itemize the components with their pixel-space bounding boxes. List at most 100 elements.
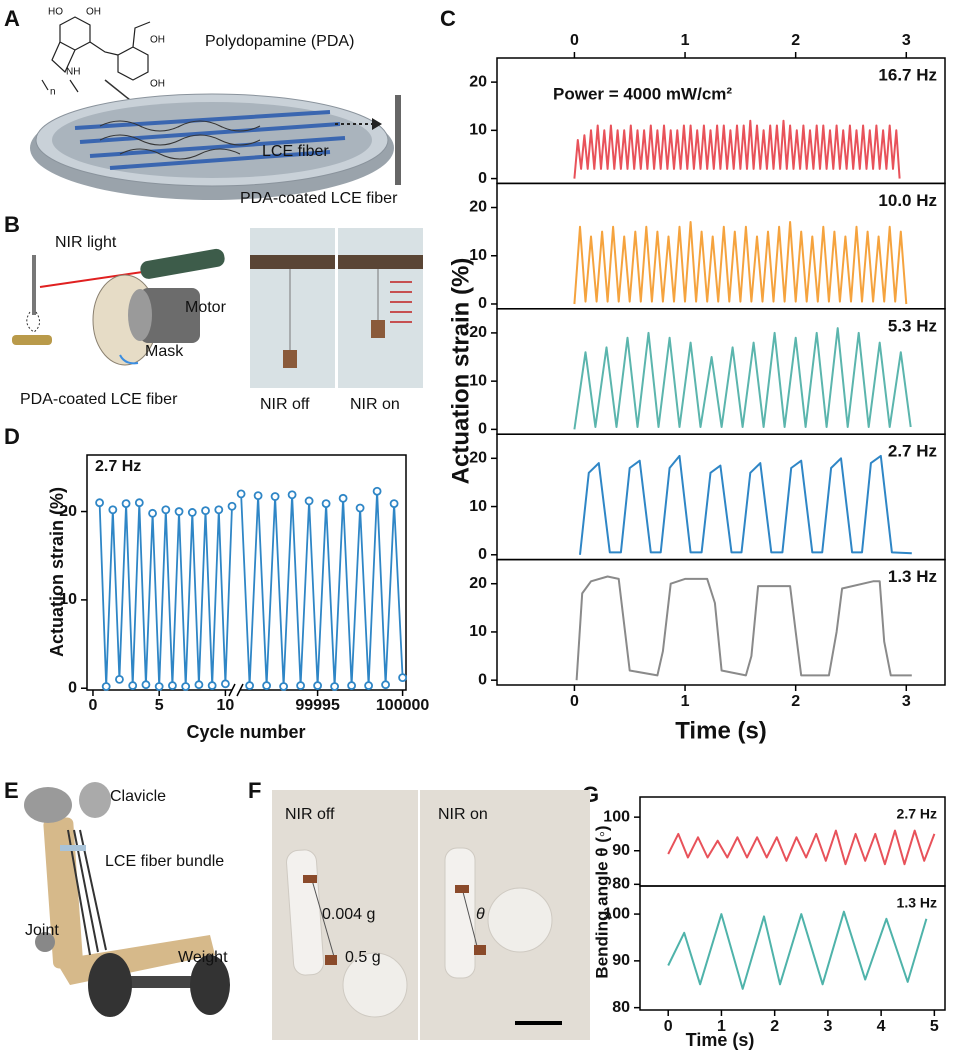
plot-frame (497, 434, 945, 559)
illustration-a: HO OH NH n OH OH Polydopamine (PDA) LCE … (30, 7, 401, 208)
illustration-label: NIR off (285, 806, 335, 823)
panel-label: A (4, 6, 20, 31)
data-point (246, 682, 253, 689)
illustration-label: θ (476, 906, 485, 923)
series-line (574, 222, 906, 304)
series-line (574, 328, 910, 429)
axis-break-gap (232, 684, 240, 696)
data-point (306, 497, 313, 504)
x-tick-label: 1 (681, 693, 690, 710)
x-tick-label: 4 (877, 1018, 886, 1035)
series-label: 5.3 Hz (888, 316, 937, 335)
data-point (182, 683, 189, 690)
top-x-tick-label: 2 (791, 32, 800, 49)
x-axis-label: Time (s) (675, 717, 767, 744)
data-point (149, 510, 156, 517)
panel-label: B (4, 212, 20, 237)
data-point (109, 506, 116, 513)
y-tick-label: 80 (612, 999, 630, 1016)
y-tick-label: 0 (478, 170, 487, 187)
y-tick-label: 0 (478, 295, 487, 312)
data-point (96, 499, 103, 506)
illustration-label: PDA-coated LCE fiber (240, 190, 398, 207)
data-point (348, 682, 355, 689)
series-line (668, 912, 926, 989)
illustration-label: LCE fiber bundle (105, 853, 224, 870)
data-point (176, 508, 183, 515)
data-point (314, 682, 321, 689)
series-label: 10.0 Hz (878, 191, 937, 210)
panel-label: F (248, 778, 261, 803)
illustration-label: Clavicle (110, 788, 166, 805)
y-tick-label: 0 (478, 546, 487, 563)
illustration-label: NIR off (260, 396, 310, 413)
top-x-tick-label: 3 (902, 32, 911, 49)
x-tick-label: 3 (823, 1018, 832, 1035)
series-label: 16.7 Hz (878, 65, 937, 84)
illustration-label: PDA-coated LCE fiber (20, 391, 178, 408)
x-tick-label: 0 (89, 697, 98, 714)
data-point (238, 490, 245, 497)
y-tick-label: 90 (612, 952, 630, 969)
illustration-label: Joint (25, 922, 59, 939)
illustration-label: NIR light (55, 234, 117, 251)
x-axis-label: Time (s) (686, 1030, 755, 1050)
figure: A B C D E F G HO OH NH n OH OH Polydopam… (0, 0, 961, 1050)
data-point (103, 683, 110, 690)
x-tick-label: 99995 (295, 697, 340, 714)
illustration-label: NIR on (438, 806, 488, 823)
illustration-label: LCE fiber (262, 143, 329, 160)
x-tick-label: 2 (770, 1018, 779, 1035)
data-point (162, 506, 169, 513)
y-tick-label: 10 (469, 623, 487, 640)
data-point (323, 500, 330, 507)
series-line (577, 577, 912, 681)
x-axis-label: Cycle number (186, 722, 305, 742)
plot-frame (497, 309, 945, 434)
plot-frame (87, 455, 406, 690)
data-point (331, 683, 338, 690)
data-point (136, 499, 143, 506)
x-tick-label: 0 (570, 693, 579, 710)
illustration-e: Clavicle LCE fiber bundle Joint Weight (24, 782, 230, 1017)
illustration-label: 0.004 g (322, 906, 375, 923)
data-point (340, 495, 347, 502)
x-tick-label: 5 (155, 697, 164, 714)
data-point (156, 683, 163, 690)
illustration-label: Motor (185, 299, 227, 316)
chem-label: n (50, 87, 56, 98)
y-axis-label: Actuation strain (%) (447, 258, 474, 485)
data-point (116, 676, 123, 683)
data-point (209, 682, 216, 689)
top-x-tick-label: 0 (570, 32, 579, 49)
data-point (229, 503, 236, 510)
series-label: 1.3 Hz (888, 567, 937, 586)
data-point (222, 680, 229, 687)
x-tick-label: 10 (217, 697, 235, 714)
series-line (580, 456, 912, 555)
data-point (142, 681, 149, 688)
data-point (374, 488, 381, 495)
panel-label: E (4, 778, 19, 803)
data-point (129, 682, 136, 689)
chem-label: OH (86, 7, 101, 18)
data-point (280, 683, 287, 690)
y-tick-label: 100 (603, 808, 630, 825)
x-tick-label: 0 (664, 1018, 673, 1035)
y-tick-label: 20 (469, 199, 487, 216)
y-tick-label: 0 (68, 679, 77, 696)
data-point (391, 500, 398, 507)
data-point (123, 500, 130, 507)
series-label: 2.7 Hz (888, 442, 937, 461)
data-point (195, 681, 202, 688)
x-tick-label: 100000 (376, 697, 429, 714)
data-point (272, 493, 279, 500)
data-point (169, 682, 176, 689)
y-tick-label: 20 (469, 73, 487, 90)
y-tick-label: 10 (469, 122, 487, 139)
series-line (100, 503, 232, 687)
y-tick-label: 80 (612, 876, 630, 893)
illustration-label: Mask (145, 343, 184, 360)
chem-label: HO (48, 7, 63, 18)
y-tick-label: 90 (612, 842, 630, 859)
